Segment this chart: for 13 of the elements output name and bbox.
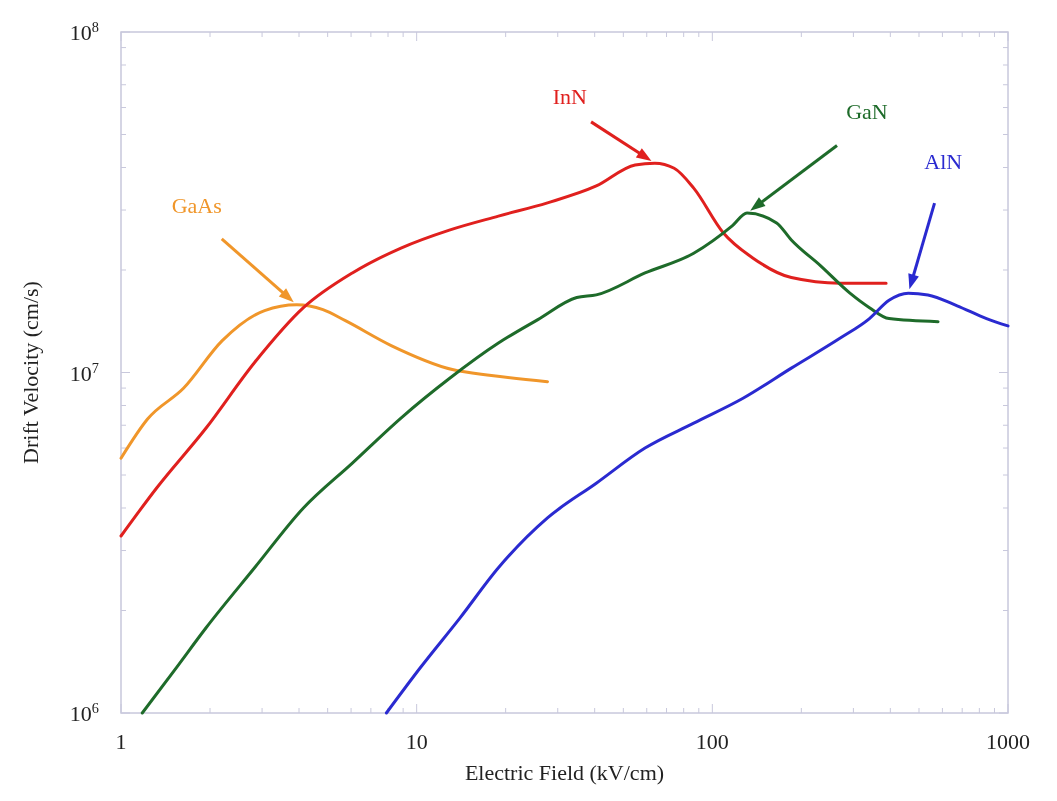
text: GaAs [171, 192, 222, 218]
x-tick-label: 1 [115, 729, 127, 754]
y-tick-label: 10$^{7}$ [69, 359, 99, 386]
y-axis-title: Drift Velocity (cm/s) [18, 281, 43, 464]
x-tick-label: 10 [405, 729, 428, 754]
text: GaN [846, 99, 888, 125]
x-tick-label: 1000 [986, 729, 1030, 754]
text: AlN [924, 149, 963, 175]
y-tick-label: 10$^{8}$ [69, 19, 99, 45]
x-axis-title: Electric Field (kV/cm) [464, 760, 665, 785]
text: InN [552, 84, 588, 110]
x-tick-label: 100 [695, 729, 729, 754]
y-tick-label: 10$^{6}$ [69, 700, 99, 726]
